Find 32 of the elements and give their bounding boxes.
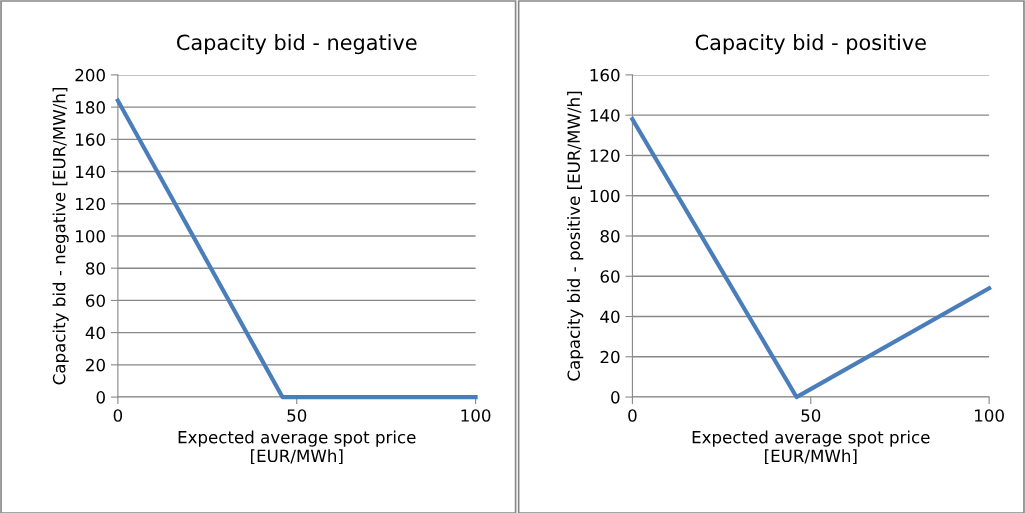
x-tick-label: 0 — [628, 409, 637, 422]
y-tick-label: 80 — [85, 262, 105, 275]
y-tick-label: 80 — [600, 229, 620, 243]
y-tick-label: 40 — [85, 326, 105, 340]
y-axis-title: Capacity bid - positive [EUR/MW/h] — [567, 91, 584, 381]
y-tick-label: 60 — [600, 270, 620, 283]
y-tick-label: 20 — [600, 350, 620, 364]
y-tick-label: 120 — [76, 197, 105, 211]
x-tick-label: 50 — [287, 409, 307, 422]
y-tick-label: 40 — [600, 310, 620, 324]
y-tick-label: 180 — [76, 101, 105, 114]
y-tick-label: 160 — [76, 133, 105, 146]
y-tick-label: 100 — [590, 189, 620, 203]
x-tick-label: 50 — [801, 409, 821, 422]
chart-title: Capacity bid - negative — [177, 34, 417, 55]
x-tick-label: 100 — [975, 409, 1004, 422]
x-tick-label: 0 — [113, 409, 123, 422]
y-tick-label: 160 — [590, 68, 620, 82]
y-tick-label: 0 — [96, 391, 105, 404]
y-tick-label: 140 — [590, 109, 620, 122]
y-tick-label: 100 — [76, 229, 105, 243]
y-tick-label: 120 — [590, 149, 620, 163]
chart-title: Capacity bid - positive — [695, 34, 926, 55]
y-tick-label: 200 — [75, 68, 105, 82]
y-axis-title: Capacity bid - negative [EUR/MW/h] — [52, 88, 69, 385]
x-axis-title: Expected average spot price [EUR/MWh] — [692, 430, 930, 465]
y-tick-label: 140 — [76, 165, 105, 179]
x-axis-title: Expected average spot price [EUR/MWh] — [178, 430, 416, 465]
y-tick-label: 20 — [86, 358, 105, 372]
y-tick-label: 0 — [611, 391, 620, 404]
y-tick-label: 60 — [86, 294, 105, 307]
x-tick-label: 100 — [461, 409, 491, 422]
